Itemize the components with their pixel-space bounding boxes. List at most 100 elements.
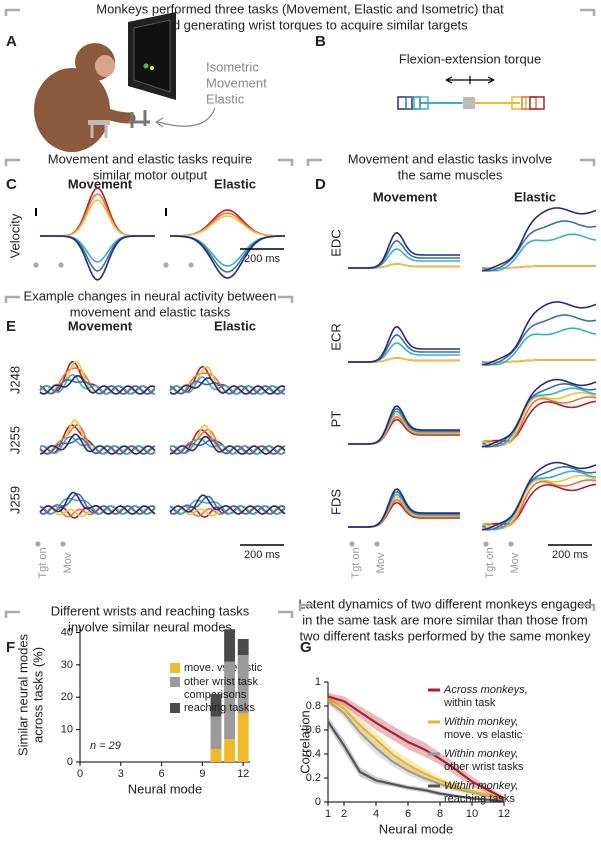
marker-dot <box>58 262 64 268</box>
line <box>327 697 505 801</box>
trace <box>170 215 285 237</box>
label: Movement and elastic tasks involve <box>348 151 552 166</box>
label: Monkeys performed three tasks (Movement,… <box>96 1 504 16</box>
trace <box>482 265 596 269</box>
trace <box>481 400 597 445</box>
label: B <box>315 33 326 50</box>
label: Mov <box>62 552 74 573</box>
label: Mov <box>509 552 521 573</box>
trace <box>39 437 156 455</box>
label: Tgt on <box>350 547 362 578</box>
label: C <box>6 176 17 193</box>
label: 10 <box>61 724 73 736</box>
label: Different wrists and reaching tasks <box>51 603 250 618</box>
chair-legs <box>90 125 108 138</box>
label: 200 ms <box>552 549 589 561</box>
arrow <box>157 107 216 127</box>
bracket <box>4 295 294 303</box>
bracket <box>306 158 596 166</box>
center <box>463 97 475 109</box>
line <box>327 700 505 801</box>
label: J248 <box>7 366 22 394</box>
torque-arrow <box>445 76 495 84</box>
label: Movement <box>68 176 133 191</box>
trace <box>39 491 156 515</box>
target-box <box>511 96 527 110</box>
label: A <box>6 33 17 50</box>
label: Movement <box>68 318 133 333</box>
label: 6 <box>405 808 411 820</box>
label: E <box>6 318 16 335</box>
trace <box>481 461 597 531</box>
label: Within monkey, <box>444 716 518 728</box>
label: involve similar neural modes <box>68 619 233 634</box>
label: Mov <box>375 552 387 573</box>
trace <box>481 233 597 272</box>
bracket <box>4 610 294 618</box>
error-band <box>328 695 504 801</box>
target-box <box>397 96 413 110</box>
trace <box>481 470 597 531</box>
trace <box>481 314 597 366</box>
marker-dot <box>483 541 489 547</box>
bar <box>210 716 222 750</box>
label: 20 <box>61 691 73 703</box>
label: 9 <box>199 768 205 780</box>
label: 1 <box>325 808 331 820</box>
bar <box>210 694 222 717</box>
screen <box>133 19 171 93</box>
manipulandum <box>128 110 150 128</box>
trace <box>348 488 460 528</box>
cursor <box>150 66 154 70</box>
trace <box>481 220 597 272</box>
label: FDS <box>328 489 343 515</box>
trace <box>348 405 460 445</box>
label: Within monkey, <box>444 780 518 792</box>
label: 0.8 <box>306 700 321 712</box>
legend-swatch <box>170 677 180 687</box>
trace <box>348 325 460 363</box>
label: Movement and elastic tasks require <box>48 151 252 166</box>
chair <box>88 120 110 125</box>
label: two different tasks performed by the sam… <box>300 628 591 643</box>
trace <box>482 359 596 363</box>
label: Example changes in neural activity betwe… <box>24 288 277 303</box>
trace <box>40 199 155 237</box>
label: Across monkeys, <box>443 684 528 696</box>
label: EDC <box>328 229 343 256</box>
marker-dot <box>374 541 380 547</box>
trace <box>169 494 286 515</box>
label: ECR <box>328 323 343 350</box>
trace <box>39 497 156 515</box>
label: 200 ms <box>244 253 281 265</box>
label: 2 <box>341 808 347 820</box>
label: Isometric <box>206 59 259 74</box>
label: Neural mode <box>128 781 202 796</box>
bar <box>224 629 236 662</box>
trace <box>169 439 286 455</box>
label: Elastic <box>514 189 556 204</box>
label: 3 <box>118 768 124 780</box>
label: Elastic <box>206 91 245 106</box>
label: G <box>300 639 312 656</box>
label: Elastic <box>214 176 256 191</box>
trace <box>39 378 156 395</box>
bar <box>237 638 249 656</box>
trace <box>481 391 597 447</box>
trace <box>348 231 460 269</box>
legend-swatch <box>170 663 180 673</box>
bar <box>224 661 236 740</box>
arrow-head <box>154 117 164 128</box>
trace <box>39 433 156 455</box>
trace <box>40 235 155 263</box>
bar <box>210 749 222 762</box>
trace <box>481 474 597 530</box>
label: the same muscles <box>398 167 503 182</box>
label: Latent dynamics of two different monkeys… <box>298 596 591 611</box>
label: J259 <box>7 486 22 514</box>
label: Similar neural modes <box>15 633 30 756</box>
trace <box>39 374 156 395</box>
label: other wrist tasks <box>444 761 524 773</box>
